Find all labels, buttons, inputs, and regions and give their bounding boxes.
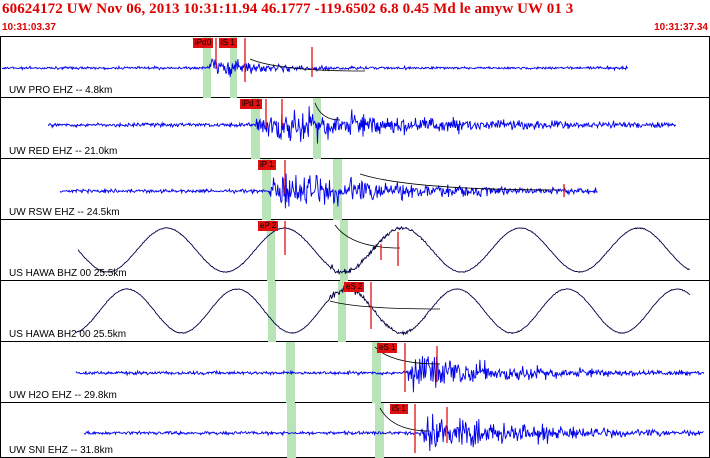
event-header: 60624172 UW Nov 06, 2013 10:31:11.94 46.…: [0, 0, 710, 37]
channel-panel-red[interactable]: iPd 1 UW RED EHZ -- 21.0km: [0, 98, 710, 159]
seismogram-trace: [1, 58, 629, 78]
pick-window: [333, 159, 342, 220]
seismogram-trace: [77, 225, 690, 276]
frame-top-border: [0, 36, 710, 37]
pick-label[interactable]: iPd0: [193, 38, 214, 48]
end-time: 10:31:37.34: [654, 22, 708, 33]
coda-curve: [329, 300, 441, 310]
frame-left-border: [0, 37, 1, 458]
pick-window: [267, 220, 275, 281]
waveform-plot: [59, 159, 598, 220]
pick-label[interactable]: iPd 1: [240, 99, 263, 109]
seismogram-trace: [75, 356, 705, 393]
pick-window: [251, 98, 260, 159]
pick-label[interactable]: iP 1: [258, 160, 276, 170]
seismogram-trace: [83, 413, 704, 452]
seismogram-trace: [75, 285, 691, 336]
coda-curve: [359, 173, 561, 191]
coda-curve: [334, 224, 401, 249]
pick-window: [340, 220, 348, 281]
station-label: US HAWA BH2 00 25.5km: [9, 329, 127, 340]
waveform-plot: [75, 342, 705, 403]
waveform-plot: [1, 37, 629, 98]
channel-panel-sni[interactable]: iS 1 UW SNI EHZ -- 31.8km: [0, 403, 710, 458]
start-time: 10:31:03.37: [2, 22, 56, 33]
channel-panel-hawa-bh2[interactable]: eS 2 US HAWA BH2 00 25.5km: [0, 281, 710, 342]
channel-panel-h2o[interactable]: eS 1 UW H2O EHZ -- 29.8km: [0, 342, 710, 403]
pick-label[interactable]: eS 1: [377, 343, 398, 353]
pick-label[interactable]: iS 1: [390, 404, 408, 414]
seismogram-panels: iPd0 iS 1 UW PRO EHZ -- 4.8km iPd 1 UW R…: [0, 37, 710, 458]
waveform-plot: [83, 403, 704, 458]
station-label: UW H2O EHZ -- 29.8km: [9, 390, 117, 401]
coda-curve: [379, 407, 431, 432]
channel-panel-rsw[interactable]: iP 1 UW RSW EHZ -- 24.5km: [0, 159, 710, 220]
channel-panel-hawa-bhz[interactable]: eP 2 US HAWA BHZ 00 25.5km: [0, 220, 710, 281]
pick-window: [372, 342, 381, 403]
coda-curve: [314, 102, 341, 121]
station-label: UW RSW EHZ -- 24.5km: [9, 207, 120, 218]
channel-panel-pro[interactable]: iPd0 iS 1 UW PRO EHZ -- 4.8km: [0, 37, 710, 98]
station-label: UW PRO EHZ -- 4.8km: [9, 85, 113, 96]
seismogram-trace: [47, 106, 677, 144]
pick-label[interactable]: eP 2: [258, 221, 279, 231]
station-label: UW SNI EHZ -- 31.8km: [9, 445, 113, 456]
pick-label[interactable]: eS 2: [344, 282, 365, 292]
pick-window: [338, 281, 346, 342]
seismogram-trace: [59, 173, 598, 209]
waveform-plot: [77, 220, 690, 281]
event-title: 60624172 UW Nov 06, 2013 10:31:11.94 46.…: [2, 1, 574, 17]
pick-window: [262, 159, 271, 220]
station-label: US HAWA BHZ 00 25.5km: [9, 268, 127, 279]
pick-window: [287, 403, 296, 458]
pick-window: [375, 403, 384, 458]
waveform-plot: [75, 281, 691, 342]
waveform-plot: [47, 98, 677, 159]
station-label: UW RED EHZ -- 21.0km: [9, 146, 118, 157]
pick-label[interactable]: iS 1: [219, 38, 237, 48]
pick-window: [268, 281, 276, 342]
coda-curve: [249, 58, 366, 72]
